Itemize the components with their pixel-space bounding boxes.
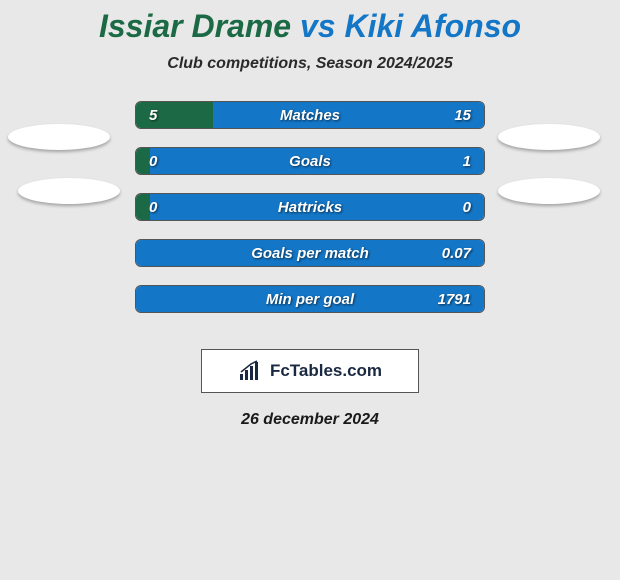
stat-bar-right xyxy=(136,240,484,266)
logo-box: FcTables.com xyxy=(201,349,419,393)
decorative-oval xyxy=(18,178,120,204)
stat-row: Goals per match0.07 xyxy=(0,239,620,285)
decorative-oval xyxy=(498,124,600,150)
decorative-oval xyxy=(8,124,110,150)
stat-bar-left xyxy=(136,194,150,220)
stat-bar-right xyxy=(213,102,484,128)
stat-bar xyxy=(135,239,485,267)
decorative-oval xyxy=(498,178,600,204)
stat-bar xyxy=(135,193,485,221)
page-title: Issiar Drame vs Kiki Afonso xyxy=(0,0,620,45)
stat-row: Min per goal1791 xyxy=(0,285,620,331)
chart-icon xyxy=(238,360,264,382)
logo-text: FcTables.com xyxy=(270,361,382,381)
stat-bar-right xyxy=(150,194,484,220)
stat-bar xyxy=(135,101,485,129)
stat-bar xyxy=(135,285,485,313)
player2-name: Kiki Afonso xyxy=(344,8,521,44)
stat-bar-left xyxy=(136,102,213,128)
subtitle: Club competitions, Season 2024/2025 xyxy=(0,55,620,73)
stat-bar-right xyxy=(136,286,484,312)
stat-bar xyxy=(135,147,485,175)
stat-bar-left xyxy=(136,148,150,174)
player1-name: Issiar Drame xyxy=(99,8,291,44)
stat-bar-right xyxy=(150,148,484,174)
vs-text: vs xyxy=(300,8,336,44)
date-text: 26 december 2024 xyxy=(0,411,620,429)
